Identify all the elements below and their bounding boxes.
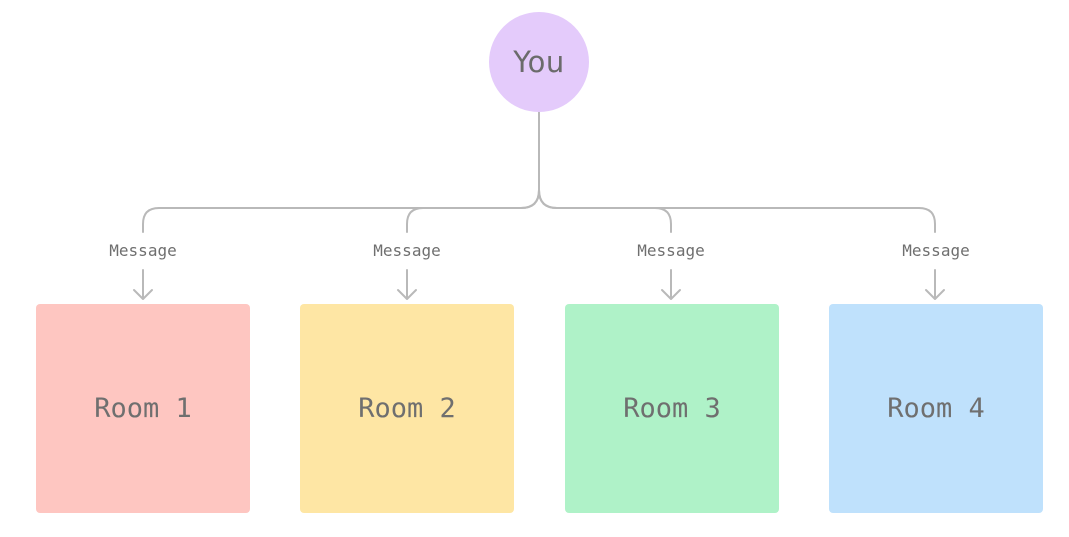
room-1-label: Room 1 (94, 393, 192, 424)
branch-line-room-1 (142, 189, 540, 233)
room-4-label: Room 4 (887, 393, 985, 424)
arrow-down-icon (661, 269, 681, 300)
room-3-box: Room 3 (565, 304, 779, 513)
room-1-box: Room 1 (36, 304, 250, 513)
room-2-box: Room 2 (300, 304, 514, 513)
arrow-down-icon (397, 269, 417, 300)
message-label-room-3: Message (637, 241, 705, 260)
branch-line-room-3 (538, 189, 672, 233)
room-2-label: Room 2 (358, 393, 456, 424)
message-label-room-2: Message (373, 241, 441, 260)
you-label: You (513, 45, 565, 79)
you-node: You (489, 12, 589, 112)
room-4-box: Room 4 (829, 304, 1043, 513)
branch-line-room-4 (538, 189, 936, 233)
room-3-label: Room 3 (623, 393, 721, 424)
branch-line-room-2 (406, 189, 540, 233)
message-label-room-1: Message (109, 241, 177, 260)
arrow-down-icon (925, 269, 945, 300)
message-label-room-4: Message (902, 241, 970, 260)
arrow-down-icon (133, 269, 153, 300)
